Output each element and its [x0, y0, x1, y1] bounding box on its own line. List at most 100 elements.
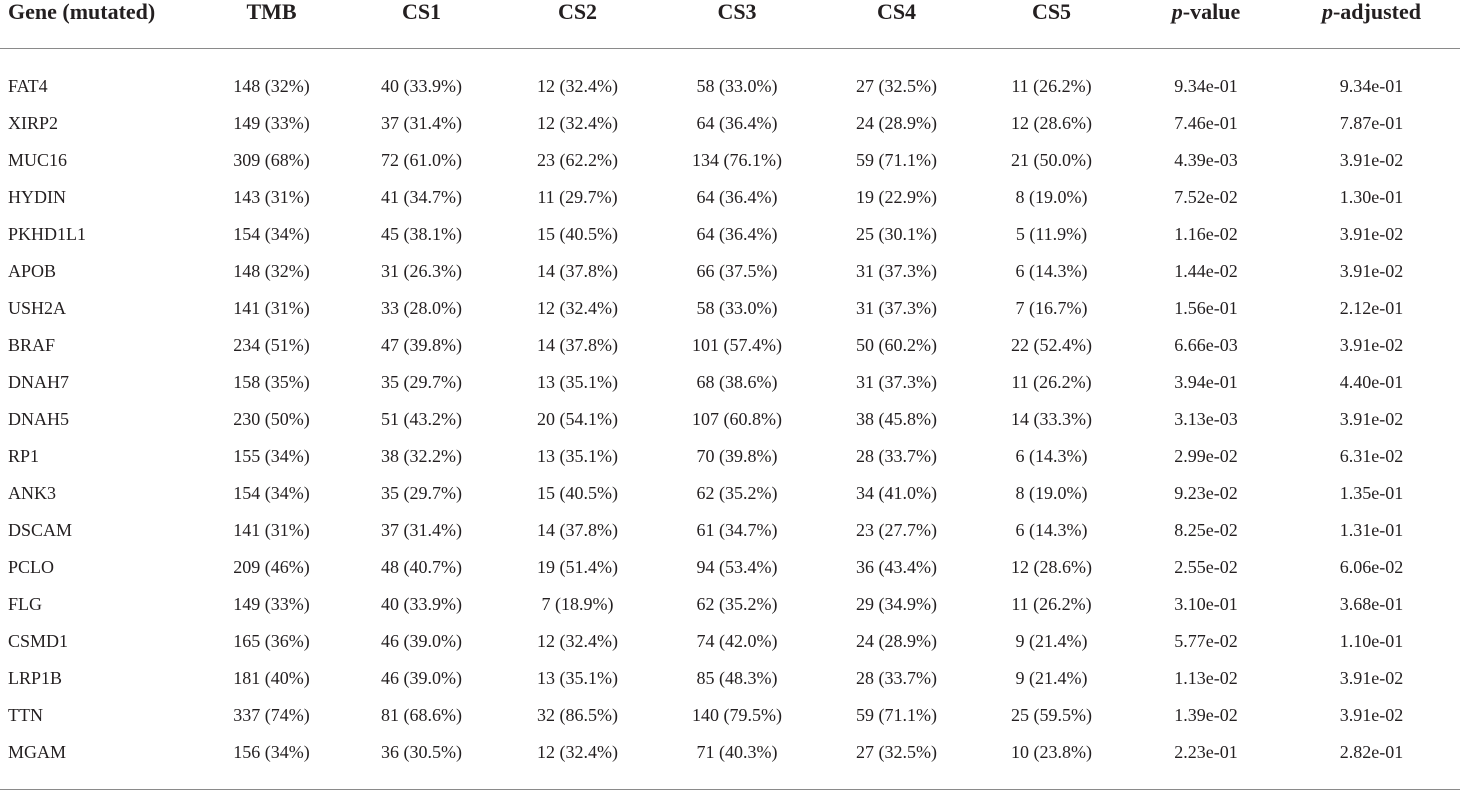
header-p-value: p-value — [1129, 0, 1283, 49]
cell-p-value: 3.13e-03 — [1174, 409, 1238, 429]
cell-cs5: 11 (26.2%) — [1011, 594, 1092, 614]
cell-p-value: 5.77e-02 — [1174, 631, 1238, 651]
cell-cs2: 20 (54.1%) — [537, 409, 618, 429]
cell-gene: PCLO — [8, 557, 55, 577]
cell-cs2: 19 (51.4%) — [537, 557, 618, 577]
cell-cs5: 8 (19.0%) — [1015, 483, 1088, 503]
cell-gene: USH2A — [8, 298, 67, 318]
header-cs2: CS2 — [500, 0, 655, 49]
cell-tmb: 149 (33%) — [233, 594, 310, 614]
cell-tmb: 165 (36%) — [233, 631, 310, 651]
cell-gene: DNAH5 — [8, 409, 69, 429]
cell-cs2: 14 (37.8%) — [537, 520, 618, 540]
cell-cs1: 46 (39.0%) — [381, 668, 462, 688]
cell-cs1: 72 (61.0%) — [381, 150, 462, 170]
top-spacer-row — [0, 49, 1460, 69]
cell-gene: HYDIN — [8, 187, 66, 207]
cell-cs4: 23 (27.7%) — [856, 520, 937, 540]
cell-cs3: 62 (35.2%) — [696, 483, 778, 503]
cell-gene: MUC16 — [8, 150, 68, 170]
cell-cs1: 40 (33.9%) — [381, 594, 462, 614]
cell-gene: FAT4 — [8, 76, 48, 96]
cell-p-value: 1.39e-02 — [1174, 705, 1238, 725]
table-row: USH2A 141 (31%) 33 (28.0%) 12 (32.4%) 58 (33… — [0, 290, 1460, 327]
cell-cs2: 23 (62.2%) — [537, 150, 618, 170]
cell-cs4: 31 (37.3%) — [856, 372, 937, 392]
cell-tmb: 149 (33%) — [233, 113, 310, 133]
header-p-adjusted-suffix: -adjusted — [1332, 0, 1421, 24]
cell-cs3: 61 (34.7%) — [696, 520, 778, 540]
cell-cs3: 101 (57.4%) — [692, 335, 782, 355]
cell-cs5: 14 (33.3%) — [1011, 409, 1092, 429]
table-row: MGAM 156 (34%) 36 (30.5%) 12 (32.4%) 71 (40.… — [0, 734, 1460, 771]
table-row: FAT4 148 (32%) 40 (33.9%) 12 (32.4%) 58 (33.… — [0, 68, 1460, 105]
table-row: APOB 148 (32%) 31 (26.3%) 14 (37.8%) 66 (37.… — [0, 253, 1460, 290]
cell-cs3: 64 (36.4%) — [696, 187, 778, 207]
cell-cs3: 85 (48.3%) — [696, 668, 778, 688]
cell-tmb: 337 (74%) — [233, 705, 310, 725]
cell-p-value: 6.66e-03 — [1174, 335, 1238, 355]
cell-cs5: 12 (28.6%) — [1011, 557, 1092, 577]
cell-cs1: 37 (31.4%) — [381, 113, 462, 133]
table-row: ANK3 154 (34%) 35 (29.7%) 15 (40.5%) 62 (35.… — [0, 475, 1460, 512]
cell-p-adjusted: 9.34e-01 — [1339, 76, 1404, 96]
cell-gene: FLG — [8, 594, 43, 614]
cell-cs2: 15 (40.5%) — [537, 224, 618, 244]
cell-cs3: 64 (36.4%) — [696, 113, 778, 133]
cell-cs3: 70 (39.8%) — [696, 446, 778, 466]
cell-cs2: 13 (35.1%) — [537, 668, 618, 688]
top-spacer-cell — [0, 49, 1460, 69]
cell-tmb: 154 (34%) — [233, 224, 310, 244]
cell-cs5: 10 (23.8%) — [1011, 742, 1092, 762]
header-gene: Gene (mutated) — [0, 0, 200, 49]
cell-cs3: 94 (53.4%) — [696, 557, 778, 577]
header-p-value-italic: p — [1171, 0, 1183, 24]
cell-p-value: 7.52e-02 — [1174, 187, 1238, 207]
cell-cs4: 19 (22.9%) — [856, 187, 937, 207]
cell-cs4: 25 (30.1%) — [856, 224, 937, 244]
cell-cs1: 40 (33.9%) — [381, 76, 462, 96]
cell-tmb: 158 (35%) — [233, 372, 310, 392]
header-tmb: TMB — [200, 0, 343, 49]
cell-cs3: 58 (33.0%) — [696, 76, 778, 96]
cell-cs1: 36 (30.5%) — [381, 742, 462, 762]
cell-cs4: 27 (32.5%) — [856, 742, 937, 762]
cell-cs5: 9 (21.4%) — [1015, 668, 1088, 688]
cell-cs1: 81 (68.6%) — [381, 705, 462, 725]
cell-p-adjusted: 3.91e-02 — [1339, 668, 1404, 688]
cell-tmb: 155 (34%) — [233, 446, 310, 466]
table-row: DNAH5 230 (50%) 51 (43.2%) 20 (54.1%) 107 (6… — [0, 401, 1460, 438]
cell-cs3: 64 (36.4%) — [696, 224, 778, 244]
table-row: PKHD1L1 154 (34%) 45 (38.1%) 15 (40.5%) 64 (… — [0, 216, 1460, 253]
cell-p-adjusted: 2.12e-01 — [1339, 298, 1404, 318]
table-row: DNAH7 158 (35%) 35 (29.7%) 13 (35.1%) 68 (38… — [0, 364, 1460, 401]
cell-cs1: 35 (29.7%) — [381, 372, 462, 392]
cell-gene: ANK3 — [8, 483, 56, 503]
bottom-rule-row — [0, 771, 1460, 790]
table-row: MUC16 309 (68%) 72 (61.0%) 23 (62.2%) 134 (7… — [0, 142, 1460, 179]
cell-cs4: 50 (60.2%) — [856, 335, 937, 355]
cell-p-adjusted: 2.82e-01 — [1339, 742, 1404, 762]
header-p-value-suffix: -value — [1182, 0, 1241, 24]
cell-cs3: 68 (38.6%) — [696, 372, 778, 392]
cell-p-adjusted: 3.91e-02 — [1339, 150, 1404, 170]
cell-cs5: 11 (26.2%) — [1011, 76, 1092, 96]
cell-cs2: 13 (35.1%) — [537, 372, 618, 392]
cell-p-adjusted: 3.91e-02 — [1339, 335, 1404, 355]
cell-cs2: 13 (35.1%) — [537, 446, 618, 466]
cell-cs4: 27 (32.5%) — [856, 76, 937, 96]
cell-tmb: 156 (34%) — [233, 742, 310, 762]
cell-p-value: 2.99e-02 — [1174, 446, 1238, 466]
cell-p-value: 8.25e-02 — [1174, 520, 1238, 540]
cell-cs1: 47 (39.8%) — [381, 335, 462, 355]
cell-p-value: 2.55e-02 — [1174, 557, 1238, 577]
table-row: DSCAM 141 (31%) 37 (31.4%) 14 (37.8%) 61 (34… — [0, 512, 1460, 549]
cell-gene: MGAM — [8, 742, 67, 762]
cell-tmb: 181 (40%) — [233, 668, 310, 688]
cell-p-value: 3.10e-01 — [1174, 594, 1238, 614]
header-cs5: CS5 — [974, 0, 1129, 49]
cell-p-value: 9.34e-01 — [1174, 76, 1238, 96]
cell-cs1: 51 (43.2%) — [381, 409, 462, 429]
cell-p-value: 1.56e-01 — [1174, 298, 1238, 318]
